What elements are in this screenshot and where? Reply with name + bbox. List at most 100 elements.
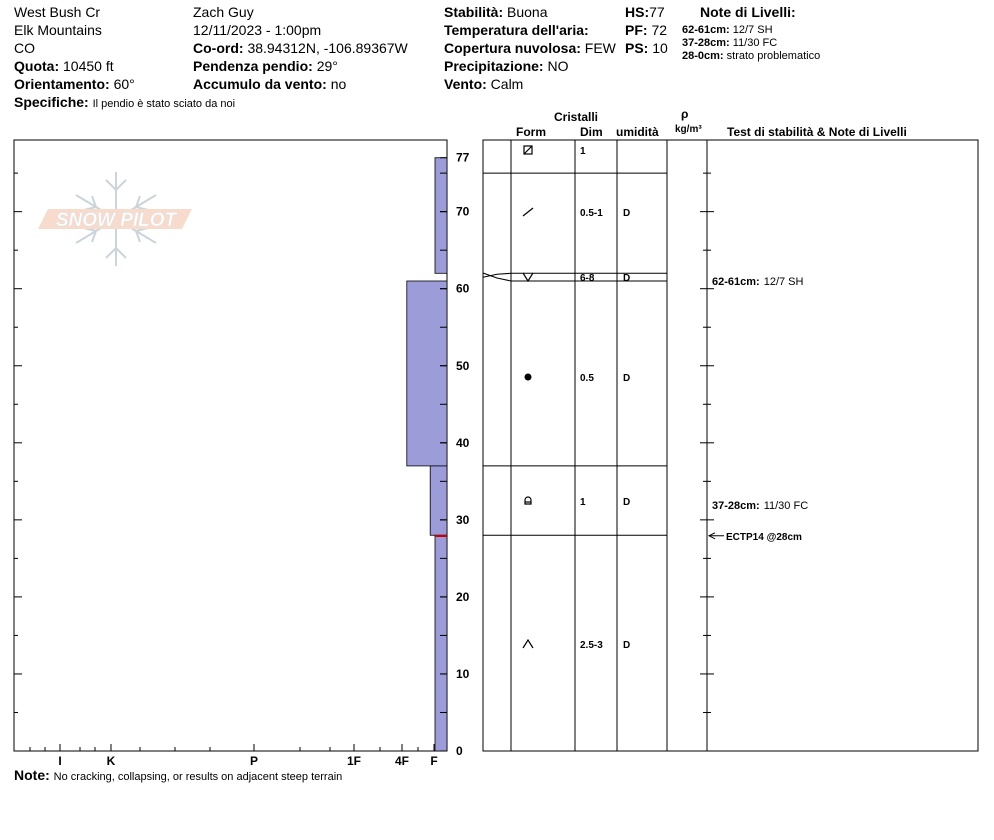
layer-row: 1: [523, 145, 586, 157]
hardness-tick-label: K: [107, 754, 116, 768]
stability-test-result: ECTP14 @28cm: [726, 532, 802, 543]
location: West Bush Cr: [14, 4, 101, 20]
annotation-text: 11/30 FC: [764, 500, 808, 512]
coord-value: 38.94312N, -106.89367W: [247, 40, 408, 56]
moisture-header: umidità: [616, 125, 659, 139]
layer-annotation: 37-28cm: 11/30 FC: [712, 500, 808, 512]
state: CO: [14, 40, 35, 56]
hardness-tick-label: P: [250, 754, 258, 768]
pf-value: 72: [651, 22, 668, 38]
wind-loading-label: Accumulo da vento:: [193, 76, 327, 92]
crystals-header: Cristalli: [554, 110, 599, 124]
moisture-value: D: [623, 640, 630, 651]
datetime: 12/11/2023 - 1:00pm: [193, 22, 322, 38]
annotation-depth: 62-61cm:: [712, 276, 760, 288]
layer-note: 28-0cm: strato problematico: [682, 50, 820, 63]
annotation-text: 12/7 SH: [764, 276, 804, 288]
hardness-axis: I K P 1F 4F F: [29, 744, 438, 768]
layer-note-depth: 37-28cm:: [682, 37, 730, 49]
specifics: Specifiche: Il pendio è stato sciato da …: [14, 94, 235, 111]
layer-connector: [482, 272, 512, 282]
arrow-head-icon: [707, 532, 716, 540]
snowpilot-logo: SNOW PILOT: [38, 172, 192, 266]
stability-label: Stabilità:: [444, 4, 504, 20]
elevation-value: 10450 ft: [63, 58, 114, 74]
layer-note-text: 12/7 SH: [732, 24, 773, 36]
rounded-grain-icon: [524, 373, 532, 381]
hardness-chart-frame: [13, 139, 448, 752]
moisture-value: D: [623, 497, 630, 508]
observer: Zach Guy: [193, 4, 254, 20]
hs-label: HS:: [625, 4, 650, 20]
form-header: Form: [516, 125, 546, 139]
wind-value: Calm: [490, 76, 524, 92]
decomposing-icon-stroke: [523, 145, 533, 155]
density-unit-header: kg/m³: [675, 124, 702, 135]
hardness-bar: [434, 534, 448, 752]
left-minor-ticks: [14, 172, 447, 713]
grain-size: 0.5-1: [580, 208, 603, 219]
depth-tick-label: 50: [456, 359, 470, 373]
logo-banner: [38, 209, 192, 229]
layer-note-depth: 62-61cm:: [682, 24, 730, 36]
slope-value: 29°: [316, 58, 338, 74]
slope-label: Pendenza pendio:: [193, 58, 313, 74]
depth-tick-label: 40: [456, 436, 470, 450]
layer-annotation: 62-61cm: 12/7 SH: [712, 276, 804, 288]
pf: PF: 72: [625, 22, 667, 38]
layer-connector: [482, 272, 512, 278]
rho-header: ρ: [681, 107, 689, 121]
stability-notes-header: Test di stabilità & Note di Livelli: [727, 125, 907, 139]
sky-cover: Copertura nuvolosa: FEW: [444, 40, 616, 56]
hardness-bars: [406, 157, 448, 752]
grain-size: 6-8: [580, 273, 595, 284]
faceted-rounded-icon: [524, 496, 532, 505]
depth-tick-label: 77: [456, 151, 470, 165]
hardness-bar: [429, 465, 448, 536]
footer-note-value: No cracking, collapsing, or results on a…: [53, 771, 343, 783]
specifics-value: Il pendio è stato sciato da noi: [92, 98, 236, 110]
depth-hoar-icon: [522, 638, 534, 649]
size-header: Dim: [580, 125, 603, 139]
layer-boundaries: [482, 172, 667, 536]
depth-tick-label: 60: [456, 282, 470, 296]
ps-value: 10: [652, 40, 668, 56]
depth-tick-label: 30: [456, 513, 470, 527]
logo-text: SNOW PILOT: [56, 210, 178, 231]
sky-value: FEW: [584, 40, 616, 56]
hardness-bar: [406, 280, 448, 467]
stability-value: Buona: [507, 4, 548, 20]
aspect: Orientamento: 60°: [14, 76, 135, 92]
layer-cells: 10.5-1 D6-8 D0.5 D1 D2.5-3 D: [522, 145, 630, 651]
stability-notes: 62-61cm: 12/7 SH 37-28cm: 11/30 FC ECTP14 @2…: [707, 276, 808, 543]
layer-note-text: 11/30 FC: [732, 37, 778, 49]
wind-loading: Accumulo da vento: no: [193, 76, 346, 92]
wind-label: Vento:: [444, 76, 487, 92]
grain-size: 1: [580, 146, 586, 157]
wind-loading-value: no: [330, 76, 347, 92]
layer-row: 2.5-3 D: [522, 638, 630, 651]
sky-label: Copertura nuvolosa:: [444, 40, 581, 56]
precip-value: NO: [547, 58, 569, 74]
crystal-table-frame: [482, 139, 979, 752]
wind: Vento: Calm: [444, 76, 523, 92]
depth-tick-label: 0: [456, 744, 463, 758]
layer-row: 0.5 D: [524, 373, 630, 384]
hardness-tick-label: 1F: [347, 754, 361, 768]
aspect-label: Orientamento:: [14, 76, 110, 92]
grain-size: 0.5: [580, 373, 594, 384]
specifics-label: Specifiche:: [14, 94, 89, 110]
moisture-value: D: [623, 373, 630, 384]
coord-label: Co-ord:: [193, 40, 244, 56]
precipitation: Precipitazione: NO: [444, 58, 568, 74]
depth-tick-label: 10: [456, 667, 470, 681]
layer-note: 62-61cm: 12/7 SH: [682, 24, 773, 37]
ps: PS: 10: [625, 40, 668, 56]
depth-tick-label: 20: [456, 590, 470, 604]
layer-note: 37-28cm: 11/30 FC: [682, 37, 777, 50]
layer-note-depth: 28-0cm:: [682, 50, 724, 62]
elevation: Quota: 10450 ft: [14, 58, 114, 74]
aspect-value: 60°: [113, 76, 135, 92]
hardness-bar: [434, 157, 448, 274]
